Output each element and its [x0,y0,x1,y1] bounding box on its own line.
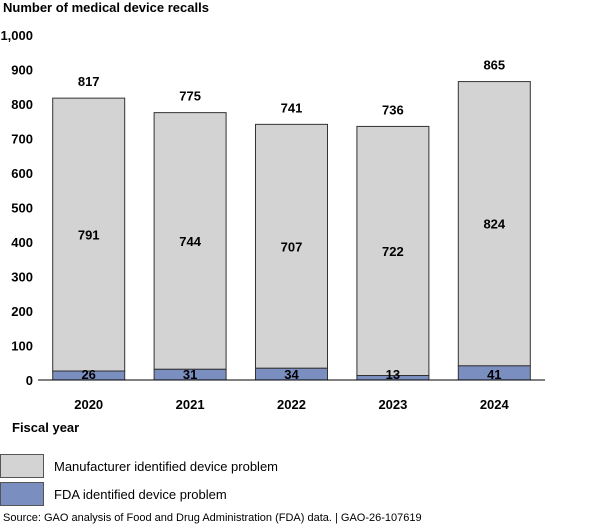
legend-item-fda: FDA identified device problem [0,481,227,507]
data-label-manufacturer: 824 [483,217,505,232]
data-label-manufacturer: 707 [281,239,303,254]
y-tick-label: 900 [11,63,33,78]
bar-manufacturer-2020 [52,97,126,372]
legend-item-manufacturer: Manufacturer identified device problem [0,453,278,479]
y-tick-label: 300 [11,270,33,285]
legend-label-manufacturer: Manufacturer identified device problem [54,458,279,474]
data-label-fda: 31 [183,367,197,382]
data-label-manufacturer: 744 [179,234,201,249]
data-label-manufacturer: 722 [382,244,404,259]
x-axis-title: Fiscal year [12,420,80,435]
x-tick-label: 2024 [480,397,510,412]
data-label-fda: 13 [386,367,400,382]
x-tick-label: 2020 [74,397,103,412]
data-label-fda: 41 [487,367,501,382]
legend-swatch-manufacturer [0,454,44,478]
bar-manufacturer-2024 [457,81,531,367]
y-tick-label: 800 [11,97,33,112]
legend-swatch-fda [0,482,44,506]
y-tick-label: 1,000 [0,28,33,43]
bar-manufacturer-2022 [255,123,328,369]
data-label-total: 741 [281,100,303,115]
x-tick-label: 2022 [277,397,306,412]
data-label-fda: 34 [284,367,299,382]
y-tick-label: 700 [11,132,33,147]
stacked-bar-chart: 0 100 200 300 400 500 600 700 800 900 1,000 791 26 81… [0,28,545,412]
data-label-fda: 26 [81,367,95,382]
y-tick-label: 400 [11,235,33,250]
x-tick-label: 2021 [176,397,205,412]
data-label-total: 865 [483,58,505,73]
y-tick-label: 200 [11,304,33,319]
data-label-total: 775 [179,89,201,104]
source-note: Source: GAO analysis of Food and Drug Ad… [3,512,422,524]
data-label-total: 736 [382,102,404,117]
y-tick-label: 500 [11,201,33,216]
data-label-manufacturer: 791 [78,228,100,243]
y-tick-label: 100 [11,339,33,354]
x-tick-label: 2023 [378,397,407,412]
legend-label-fda: FDA identified device problem [54,486,227,502]
y-axis-title: Number of medical device recalls [3,0,209,15]
y-tick-label: 600 [11,166,33,181]
y-tick-label: 0 [26,373,33,388]
data-label-total: 817 [78,74,100,89]
